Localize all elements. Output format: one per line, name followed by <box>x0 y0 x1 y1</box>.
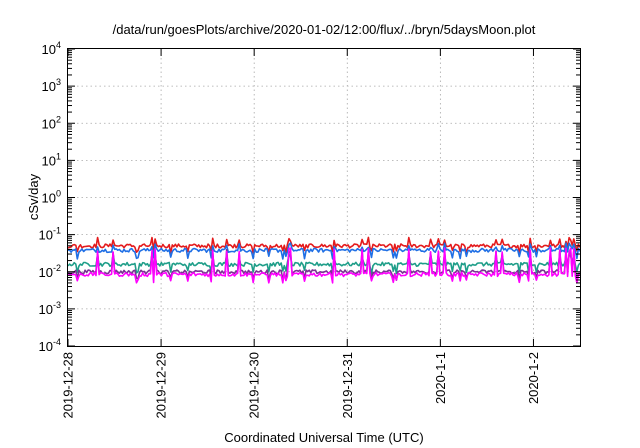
chart-title: /data/run/goesPlots/archive/2020-01-02/1… <box>113 22 536 37</box>
series-line <box>67 242 581 260</box>
y-tick-label: 103 <box>42 77 61 94</box>
y-tick-label: 102 <box>42 114 61 131</box>
y-tick-label: 104 <box>42 40 61 57</box>
x-tick-label: 2019-12-29 <box>154 352 169 419</box>
x-tick-label: 2019-12-30 <box>247 352 262 419</box>
x-axis-label: Coordinated Universal Time (UTC) <box>224 430 423 445</box>
series-line <box>67 236 581 254</box>
axis-ticks <box>67 48 580 347</box>
x-tick-label: 2019-12-28 <box>61 352 76 419</box>
y-tick-label: 10-2 <box>39 263 61 280</box>
x-tick-label: 2020-1-1 <box>433 352 448 404</box>
x-tick-label: 2019-12-31 <box>340 352 355 419</box>
y-tick-label: 10-3 <box>39 300 61 317</box>
x-tick-label: 2020-1-2 <box>526 352 541 404</box>
x-tick-labels: 2019-12-28 2019-12-29 2019-12-30 2019-12-31… <box>61 352 541 419</box>
grid-lines <box>68 49 580 346</box>
plot-frame <box>67 48 581 347</box>
series-lines <box>67 236 581 284</box>
y-axis-label: cSv/day <box>26 173 41 220</box>
y-tick-label: 100 <box>42 189 61 206</box>
y-tick-label: 10-4 <box>39 337 61 354</box>
series-line <box>67 247 581 284</box>
y-tick-label: 101 <box>42 151 61 168</box>
y-tick-label: 10-1 <box>39 226 61 243</box>
y-tick-labels: 10-4 10-3 10-2 10-1 100 101 102 103 104 <box>39 40 61 354</box>
